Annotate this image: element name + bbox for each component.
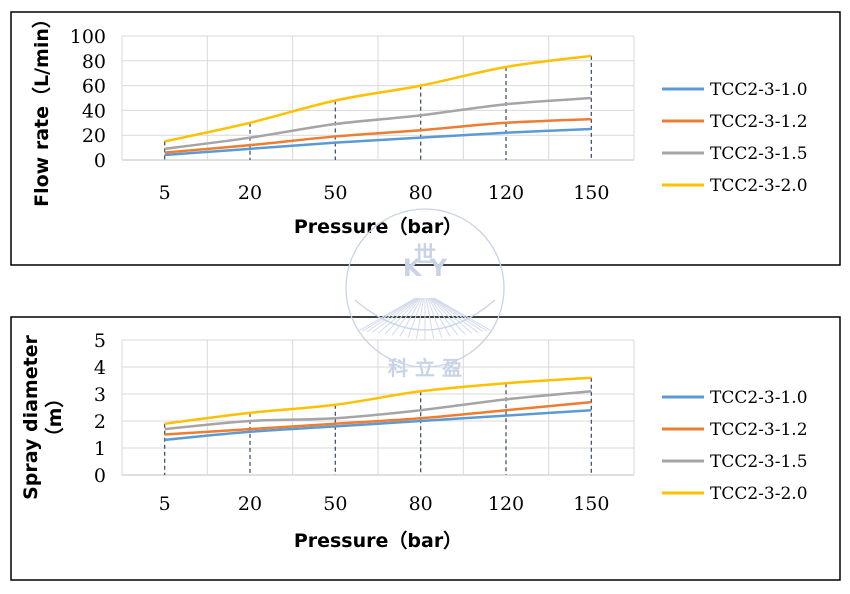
flow-rate-y-axis-label: Flow rate（L/min） [30, 9, 53, 207]
spray-diameter-x-tick-label: 150 [573, 493, 609, 515]
spray-diameter-y-tick-label: 1 [94, 438, 106, 460]
watermark-ray [434, 297, 492, 332]
flow-rate-series-line-3 [164, 54, 592, 143]
spray-diameter-x-tick-label: 50 [323, 493, 347, 515]
spray-diameter-x-tick-label: 20 [238, 493, 262, 515]
spray-diameter-y-tick-label: 3 [94, 384, 106, 406]
watermark-ray [432, 297, 479, 333]
spray-diameter-y-tick-label: 4 [94, 357, 106, 379]
spray-diameter-series-line-3 [164, 376, 592, 425]
flow-rate-x-tick-label: 120 [488, 182, 524, 204]
watermark-ray [428, 297, 451, 337]
flow-rate-legend-label: TCC2-3-1.0 [710, 80, 808, 100]
watermark-ray [366, 297, 417, 333]
spray-diameter-chart: 0 1 2 3 4 5 5 20 50 80 120 150 Pressure（bar） Spray… [10, 316, 841, 581]
spray-diameter-legend-label: TCC2-3-2.0 [710, 484, 808, 504]
spray-diameter-series-line-0 [164, 408, 592, 442]
watermark-ray [433, 297, 488, 332]
watermark-ray [391, 297, 421, 336]
watermark-ray [426, 297, 443, 338]
spray-diameter-series-line-1 [164, 400, 592, 436]
flow-rate-series-line-2 [164, 96, 592, 151]
flow-rate-legend-label: TCC2-3-2.0 [710, 176, 808, 196]
watermark-rays [354, 297, 496, 340]
flow-rate-y-tick-label: 20 [82, 125, 106, 147]
watermark-ray [384, 297, 420, 335]
spray-diameter-y-axis-label-line: Spray diameter [20, 334, 42, 499]
flow-rate-x-tick-label: 20 [238, 182, 262, 204]
flow-rate-x-tick-label: 150 [573, 182, 609, 204]
flow-rate-series-line-0 [164, 127, 592, 157]
watermark-ray [358, 297, 416, 332]
flow-rate-legend-label: TCC2-3-1.5 [710, 144, 808, 164]
spray-diameter-series-line-2 [164, 390, 592, 431]
spray-diameter-y-tick-label: 2 [94, 411, 106, 433]
company-watermark-logo: 世 K Y 科 立 盈 [345, 208, 505, 380]
flow-rate-x-axis-label: Pressure（bar） [294, 215, 462, 238]
flow-rate-x-tick-label: 80 [409, 182, 433, 204]
watermark-ray [431, 297, 473, 334]
flow-rate-x-tick-label: 5 [159, 182, 171, 204]
spray-diameter-y-axis-label-line: （m） [43, 389, 66, 447]
watermark-chinese-text: 科 立 盈 [388, 356, 462, 380]
watermark-ray [377, 297, 419, 334]
watermark-ray [429, 297, 459, 336]
spray-diameter-legend-label: TCC2-3-1.2 [710, 420, 808, 440]
watermark-ray [425, 297, 435, 339]
watermark-outer-ring [345, 208, 505, 368]
spray-diameter-y-tick-label: 5 [94, 330, 106, 352]
spray-diameter-y-tick-label: 0 [94, 465, 106, 487]
watermark-arc [354, 299, 496, 331]
flow-rate-x-tick-label: 50 [323, 182, 347, 204]
flow-rate-y-tick-label: 40 [82, 100, 106, 122]
watermark-ray [430, 297, 466, 335]
spray-diameter-x-tick-label: 80 [409, 493, 433, 515]
watermark-ray [362, 297, 417, 332]
watermark-ray [399, 297, 422, 337]
watermark-top-glyph: 世 [414, 243, 436, 268]
spray-diameter-x-axis-label: Pressure（bar） [294, 529, 462, 552]
watermark-latin-text: K Y [403, 254, 448, 282]
flow-rate-y-tick-label: 0 [94, 150, 106, 172]
watermark-ray [433, 297, 484, 333]
spray-diameter-legend-label: TCC2-3-1.5 [710, 452, 808, 472]
flow-rate-legend-label: TCC2-3-1.2 [710, 112, 808, 132]
flow-rate-y-tick-label: 80 [82, 51, 106, 73]
spray-diameter-x-tick-label: 120 [488, 493, 524, 515]
flow-rate-y-tick-label: 60 [82, 76, 106, 98]
watermark-ray [415, 297, 425, 339]
flow-rate-series-line-1 [164, 117, 592, 154]
watermark-ray [407, 297, 424, 338]
flow-rate-y-tick-label: 100 [70, 26, 106, 48]
spray-diameter-x-tick-label: 5 [159, 493, 171, 515]
spray-diameter-legend-label: TCC2-3-1.0 [710, 388, 808, 408]
watermark-ray [371, 297, 418, 333]
